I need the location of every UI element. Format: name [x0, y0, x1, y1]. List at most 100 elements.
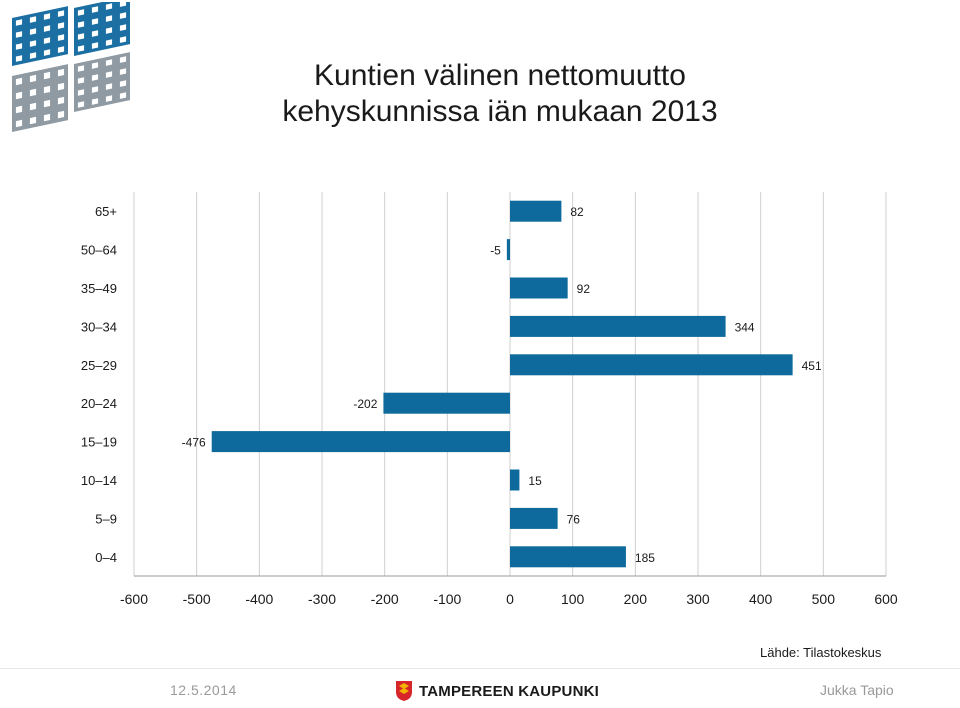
- x-tick-label: 400: [749, 591, 773, 607]
- logo-cell: [29, 74, 37, 83]
- logo-cell: [57, 10, 65, 17]
- logo-cell: [119, 80, 127, 87]
- logo-cell: [91, 62, 99, 69]
- bar: [211, 431, 510, 453]
- logo-block-fill: [74, 52, 130, 112]
- x-tick-label: -300: [308, 591, 336, 607]
- logo-cell: [29, 88, 37, 97]
- logo-block: [74, 2, 130, 56]
- bar: [510, 277, 568, 299]
- category-label: 25–29: [81, 358, 117, 373]
- logo-cell: [57, 22, 65, 29]
- data-label: -5: [490, 244, 501, 258]
- chart-title-line-2: kehyskunnissa iän mukaan 2013: [282, 95, 718, 128]
- category-label: 10–14: [81, 473, 117, 488]
- x-tick-label: 300: [686, 591, 710, 607]
- logo-cell: [77, 77, 85, 84]
- logo-cell: [43, 49, 51, 56]
- tampere-shield-icon: [396, 681, 412, 701]
- logo-cell: [119, 56, 127, 63]
- tampere-logo: TAMPEREEN KAUPUNKI: [395, 680, 599, 702]
- logo-cell: [15, 119, 23, 128]
- category-label: 5–9: [95, 511, 117, 526]
- logo-cell: [77, 101, 85, 108]
- logo-cell: [15, 55, 23, 62]
- logo-cell: [119, 24, 127, 31]
- logo-cell: [119, 92, 127, 99]
- logo-cell: [105, 95, 113, 102]
- logo-cell: [57, 96, 65, 105]
- data-label: 344: [735, 320, 755, 334]
- data-label: 15: [528, 474, 542, 488]
- data-label: 451: [802, 359, 822, 373]
- logo-cell: [105, 39, 113, 46]
- shield-emblem: [399, 683, 409, 694]
- logo-cell: [77, 9, 85, 16]
- logo-cell: [29, 102, 37, 111]
- logo-cell: [91, 18, 99, 25]
- data-label: -202: [353, 397, 377, 411]
- logo-cell: [29, 28, 37, 35]
- logo-cell: [119, 36, 127, 43]
- logo-cell: [29, 16, 37, 23]
- bar: [506, 239, 510, 261]
- x-tick-label: 0: [506, 591, 514, 607]
- logo-block-fill: [12, 6, 68, 66]
- logo-cell: [105, 59, 113, 66]
- logo-cell: [29, 40, 37, 47]
- bar: [510, 507, 558, 529]
- category-label: 30–34: [81, 319, 117, 334]
- logo-cell: [15, 31, 23, 38]
- logo-cell: [43, 13, 51, 20]
- logo-cell: [15, 19, 23, 26]
- logo-cell: [57, 110, 65, 119]
- logo-cell: [77, 65, 85, 72]
- footer-date: 12.5.2014: [170, 682, 237, 698]
- x-tick-label: -200: [371, 591, 399, 607]
- footer-divider: [0, 668, 960, 669]
- logo-cell: [43, 37, 51, 44]
- logo-cell: [91, 74, 99, 81]
- x-tick-label: 100: [561, 591, 585, 607]
- data-label: 185: [635, 551, 655, 565]
- logo-cell: [29, 116, 37, 125]
- x-tick-label: -500: [183, 591, 211, 607]
- logo-cell: [105, 15, 113, 22]
- data-label: 82: [570, 205, 584, 219]
- data-label: 92: [577, 282, 591, 296]
- x-tick-label: 600: [874, 591, 898, 607]
- logo-cell: [77, 33, 85, 40]
- logo-cell: [29, 52, 37, 59]
- bar: [510, 469, 520, 491]
- logo-cell: [105, 27, 113, 34]
- x-tick-label: -100: [433, 591, 461, 607]
- logo-cell: [43, 99, 51, 108]
- logo-cell: [57, 68, 65, 77]
- regional-logo-icon: [12, 2, 130, 132]
- category-label: 15–19: [81, 435, 117, 450]
- logo-cell: [43, 85, 51, 94]
- source-note: Lähde: Tilastokeskus: [760, 645, 882, 660]
- bar: [383, 392, 510, 414]
- data-label: 76: [567, 512, 581, 526]
- tampere-logo-text: TAMPEREEN KAUPUNKI: [419, 682, 599, 700]
- logo-cell: [119, 68, 127, 75]
- logo-cell: [105, 71, 113, 78]
- category-label: 35–49: [81, 281, 117, 296]
- x-tick-label: 500: [812, 591, 836, 607]
- logo-cell: [91, 98, 99, 105]
- chart-title: Kuntien välinen nettomuutto kehyskunniss…: [200, 58, 800, 130]
- logo-block: [74, 52, 130, 112]
- logo-cell: [77, 89, 85, 96]
- logo-cell: [91, 86, 99, 93]
- logo-block: [12, 6, 68, 66]
- data-label: -476: [182, 436, 206, 450]
- logo-cell: [43, 71, 51, 80]
- logo-cell: [91, 6, 99, 13]
- logo-block: [12, 64, 68, 132]
- logo-block-fill: [12, 64, 68, 132]
- logo-cell: [57, 46, 65, 53]
- category-label: 65+: [95, 204, 117, 219]
- chart-title-line-1: Kuntien välinen nettomuutto: [314, 59, 686, 92]
- logo-cell: [105, 3, 113, 10]
